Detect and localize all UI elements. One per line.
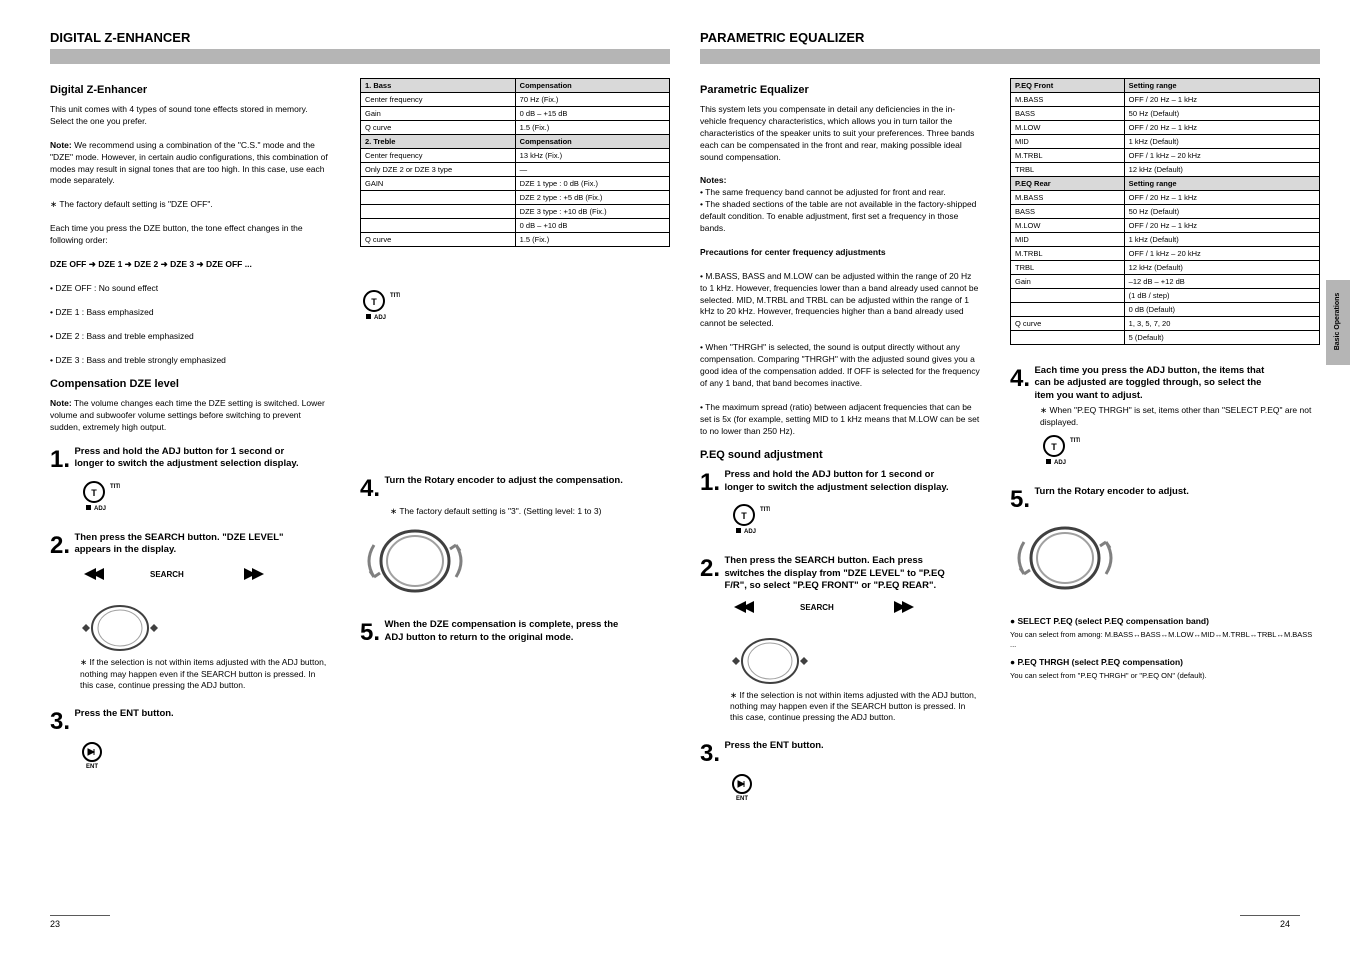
svg-text:ENT: ENT bbox=[736, 796, 748, 802]
r-step-5-title: Turn the Rotary encoder to adjust. bbox=[1034, 486, 1274, 498]
ent-button-icon: ENT bbox=[80, 740, 330, 778]
svg-text:TITLE: TITLE bbox=[1070, 438, 1080, 444]
rotary-encoder-icon-r bbox=[1010, 520, 1320, 600]
adj-button-icon-r4: T TITLE ADJ bbox=[1040, 432, 1320, 470]
page-right: Basic Operations PARAMETRIC EQUALIZER Pa… bbox=[700, 30, 1320, 826]
step-2-no: 2. bbox=[50, 532, 70, 560]
grey-bar-left bbox=[50, 49, 670, 64]
side-tab-text: Basic Operations bbox=[1334, 279, 1341, 364]
svg-text:ADJ: ADJ bbox=[1054, 460, 1066, 466]
dze-item-1: • DZE 1 : Bass emphasized bbox=[50, 307, 330, 319]
page-num-right: 24 bbox=[1280, 919, 1290, 929]
r-step-2-title: Then press the SEARCH button. Each press… bbox=[724, 555, 964, 592]
step-1-title: Press and hold the ADJ button for 1 seco… bbox=[74, 446, 314, 471]
note-r-1: • The shaded sections of the table are n… bbox=[700, 199, 976, 233]
step-1-no: 1. bbox=[50, 446, 70, 474]
dze-item-0: • DZE OFF : No sound effect bbox=[50, 283, 330, 295]
dze-order: DZE OFF ➜ DZE 1 ➜ DZE 2 ➜ DZE 3 ➜ DZE OF… bbox=[50, 259, 330, 271]
r-step-1-no: 1. bbox=[700, 469, 720, 497]
step-4-note: ∗ The factory default setting is "3". (S… bbox=[390, 506, 670, 517]
r-step-5-no: 5. bbox=[1010, 486, 1030, 514]
r-step-4-no: 4. bbox=[1010, 365, 1030, 393]
svg-text:SEARCH: SEARCH bbox=[800, 603, 834, 612]
adj-button-icon: T TITLE ADJ bbox=[80, 478, 330, 516]
search-buttons-icon: SEARCH bbox=[80, 564, 330, 602]
sa-1-b: You can select from "P.EQ THRGH" or "P.E… bbox=[1010, 671, 1320, 681]
search-knob-icon-r bbox=[730, 637, 980, 687]
step-4-no: 4. bbox=[360, 475, 380, 503]
dze-intro: Each time you press the DZE button, the … bbox=[50, 223, 330, 247]
r-step-2-note: ∗ If the selection is not within items a… bbox=[730, 690, 980, 724]
th-bass: 1. Bass bbox=[361, 79, 516, 93]
step-2-note: ∗ If the selection is not within items a… bbox=[80, 657, 330, 691]
prec-1: • When "THRGH" is selected, the sound is… bbox=[700, 342, 980, 390]
r-step-3-title: Press the ENT button. bbox=[724, 740, 964, 752]
factory-default-left: ∗ The factory default setting is "DZE OF… bbox=[50, 199, 330, 211]
svg-text:ENT: ENT bbox=[86, 764, 98, 770]
note-body-2: The volume changes each time the DZE set… bbox=[50, 398, 325, 432]
sa-0-b: You can select from among: M.BASS↔BASS↔M… bbox=[1010, 630, 1320, 650]
svg-text:TITLE: TITLE bbox=[760, 507, 770, 513]
svg-text:SEARCH: SEARCH bbox=[150, 570, 184, 579]
step-5-no: 5. bbox=[360, 619, 380, 647]
intro-left: This unit comes with 4 types of sound to… bbox=[50, 104, 330, 128]
dze-item-3: • DZE 3 : Bass and treble strongly empha… bbox=[50, 355, 330, 367]
svg-text:T: T bbox=[741, 511, 747, 521]
step-4-title: Turn the Rotary encoder to adjust the co… bbox=[384, 475, 624, 487]
footer-rule-right bbox=[1240, 915, 1300, 916]
sa-1-h: ● P.EQ THRGH (select P.EQ compensation) bbox=[1010, 657, 1320, 667]
intro-right: This system lets you compensate in detai… bbox=[700, 104, 980, 163]
prec-header: Precautions for center frequency adjustm… bbox=[700, 247, 980, 259]
dze-table: 1. BassCompensation Center frequency70 H… bbox=[360, 78, 670, 247]
sa-0-h: ● SELECT P.EQ (select P.EQ compensation … bbox=[1010, 616, 1320, 626]
note-r-0: • The same frequency band cannot be adju… bbox=[700, 187, 946, 197]
note-head-left: Note: bbox=[50, 140, 72, 150]
comp-head: Compensation DZE level bbox=[50, 378, 330, 390]
footer-rule-left bbox=[50, 915, 110, 916]
notes-head-right: Notes: bbox=[700, 175, 726, 185]
step-3-title: Press the ENT button. bbox=[74, 708, 314, 720]
subtitle-left: Digital Z-Enhancer bbox=[50, 84, 330, 96]
rotary-encoder-icon bbox=[360, 523, 670, 603]
note-head-2: Note: bbox=[50, 398, 72, 408]
search-knob-icon bbox=[80, 604, 330, 654]
svg-text:T: T bbox=[371, 297, 377, 307]
r-step-4-title: Each time you press the ADJ button, the … bbox=[1034, 365, 1274, 402]
ent-button-icon-r: ENT bbox=[730, 772, 980, 810]
svg-text:TITLE: TITLE bbox=[110, 484, 120, 490]
r-step-3-no: 3. bbox=[700, 740, 720, 768]
page-left-title: DIGITAL Z-ENHANCER bbox=[50, 30, 670, 45]
subtitle-right: Parametric Equalizer bbox=[700, 84, 980, 96]
search-buttons-icon-r: SEARCH bbox=[730, 597, 980, 635]
svg-text:TITLE: TITLE bbox=[390, 293, 400, 299]
note-body-left: We recommend using a combination of the … bbox=[50, 140, 328, 186]
step-5-title: When the DZE compensation is complete, p… bbox=[384, 619, 624, 644]
svg-text:ADJ: ADJ bbox=[94, 506, 106, 512]
prec-0: • M.BASS, BASS and M.LOW can be adjusted… bbox=[700, 271, 980, 330]
r-step-1-title: Press and hold the ADJ button for 1 seco… bbox=[724, 469, 964, 494]
side-tab: Basic Operations bbox=[1326, 280, 1350, 365]
r-step-4-note: ∗ When "P.EQ THRGH" is set, items other … bbox=[1040, 405, 1320, 428]
grey-bar-right bbox=[700, 49, 1320, 64]
svg-text:T: T bbox=[91, 488, 97, 498]
adj-button-icon-r1: T TITLE ADJ bbox=[730, 501, 980, 539]
dze-item-2: • DZE 2 : Bass and treble emphasized bbox=[50, 331, 330, 343]
adj-button-icon-2: T TITLE ADJ bbox=[360, 287, 400, 321]
page-num-left: 23 bbox=[50, 919, 110, 929]
sound-adj-head: P.EQ sound adjustment bbox=[700, 449, 980, 461]
prec-2: • The maximum spread (ratio) between adj… bbox=[700, 402, 980, 438]
peq-table: P.EQ FrontSetting range M.BASSOFF / 20 H… bbox=[1010, 78, 1320, 345]
step-3-no: 3. bbox=[50, 708, 70, 736]
svg-text:ADJ: ADJ bbox=[744, 529, 756, 535]
th-comp: Compensation bbox=[515, 79, 669, 93]
r-step-2-no: 2. bbox=[700, 555, 720, 583]
svg-text:T: T bbox=[1051, 442, 1057, 452]
step-2-title: Then press the SEARCH button. "DZE LEVEL… bbox=[74, 532, 314, 557]
page-right-title: PARAMETRIC EQUALIZER bbox=[700, 30, 1320, 45]
page-left: DIGITAL Z-ENHANCER Digital Z-Enhancer Th… bbox=[50, 30, 670, 794]
svg-text:ADJ: ADJ bbox=[374, 315, 386, 321]
